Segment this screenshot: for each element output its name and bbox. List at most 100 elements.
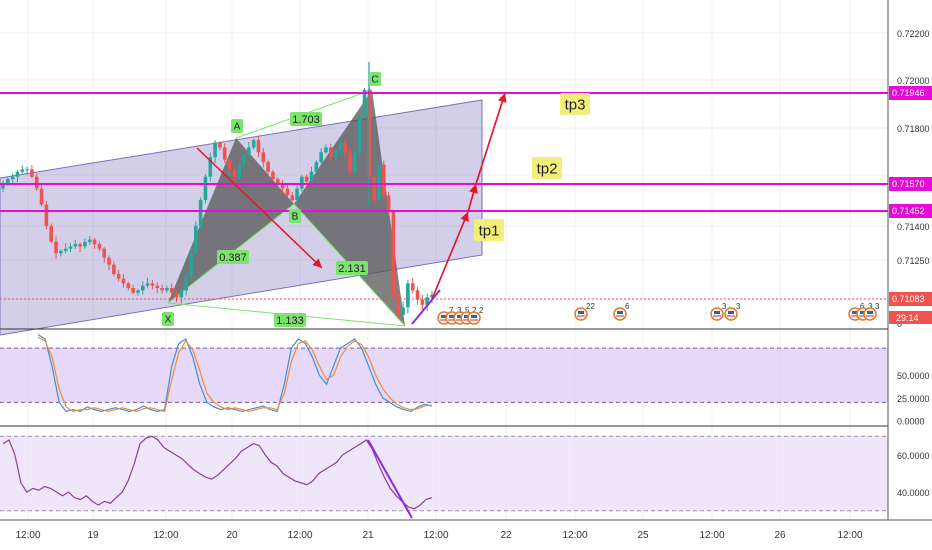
candle-body — [194, 226, 198, 254]
candle-body — [324, 147, 328, 153]
event-flag-canton — [578, 311, 584, 314]
event-flag-canton — [867, 311, 873, 314]
event-flag-canton — [464, 315, 470, 318]
candle-body — [285, 188, 290, 196]
candle-body — [314, 162, 319, 172]
ratio-xb-label: 0.387 — [219, 252, 247, 264]
candle-body — [415, 290, 420, 300]
candle-body — [78, 244, 82, 247]
candle-body — [107, 257, 111, 265]
candle-body — [160, 288, 164, 291]
point-a-label-bg — [231, 119, 243, 133]
candle-body — [280, 184, 285, 189]
candle-body — [54, 241, 58, 254]
candle-body — [10, 176, 15, 180]
candle-body — [232, 169, 237, 177]
candle-body — [343, 142, 348, 153]
tp2-label: tp2 — [537, 160, 558, 177]
candle-body — [275, 179, 280, 184]
candle-body — [116, 274, 121, 279]
event-flag-canton — [449, 315, 455, 318]
tp1-label-bg — [474, 219, 504, 241]
candle-body — [300, 176, 304, 189]
candle-body — [20, 169, 25, 172]
time-tick-label: 12:00 — [287, 530, 312, 541]
price-marker-label: 0.71452 — [892, 206, 925, 216]
price-marker-label: 0.71946 — [892, 88, 925, 98]
time-tick-label: 21 — [362, 530, 374, 541]
candle-body — [30, 169, 34, 177]
event-count: 3 — [457, 306, 462, 315]
time-tick-label: 19 — [87, 530, 99, 541]
ratio-xd-label: 1.133 — [276, 315, 304, 327]
event-flag-canton — [728, 311, 734, 314]
tp3-label-bg — [560, 93, 590, 115]
candle-body — [410, 283, 415, 291]
candle-body — [68, 246, 73, 249]
point-c-label-bg — [369, 72, 381, 86]
point-x-label-bg — [162, 312, 174, 326]
candle-body — [131, 288, 135, 293]
stoch-line — [37, 336, 433, 413]
time-tick-label: 25 — [637, 530, 649, 541]
candle-body — [179, 290, 184, 298]
stoch-tick-label: 0.0000 — [897, 416, 925, 426]
candle-body — [49, 226, 54, 242]
candle-body — [15, 171, 20, 177]
candle-body — [261, 152, 266, 163]
rsi-tick-label: 40.0000 — [897, 488, 930, 498]
candle-body — [353, 152, 357, 172]
tp1-label: tp1 — [479, 222, 500, 239]
candle-body — [425, 297, 429, 305]
candle-body — [420, 299, 425, 305]
candle-body — [203, 176, 208, 201]
candle-body — [198, 200, 203, 226]
time-tick-label: 12:00 — [837, 530, 862, 541]
candle-body — [242, 154, 246, 165]
candle-body — [348, 152, 352, 172]
candle-body — [386, 195, 391, 212]
point-c-label: C — [371, 75, 378, 86]
price-tick-label: 0.71800 — [897, 124, 930, 134]
price-tick-label: 0.71400 — [897, 222, 930, 232]
candle-body — [150, 283, 155, 286]
event-flag-canton — [852, 311, 858, 314]
rsi-line — [2, 435, 433, 510]
candle-body — [247, 147, 251, 155]
event-markers: 7 3 5 2 2 22 6 3 3 6 3 3 — [437, 302, 880, 325]
candle-body — [34, 176, 39, 189]
candle-body — [169, 288, 174, 293]
candle-body — [25, 169, 29, 171]
candle-body — [1, 184, 5, 189]
candles — [1, 62, 434, 320]
event-flag-canton — [714, 311, 720, 314]
time-tick-label: 12:00 — [562, 530, 587, 541]
candle-body — [184, 276, 188, 291]
point-b-label-bg — [289, 209, 301, 223]
projection-arrow-down — [196, 147, 323, 269]
candle-body — [333, 149, 338, 158]
pattern-triangle-bcd — [294, 90, 405, 326]
candle-body — [227, 159, 232, 170]
candle-body — [372, 176, 376, 201]
candle-body — [39, 188, 44, 205]
candle-body — [44, 204, 49, 226]
rsi-tick-label: 60.0000 — [897, 451, 930, 461]
candle-body — [430, 295, 434, 298]
rsi-band — [0, 436, 888, 511]
rsi-trend-line — [367, 439, 413, 519]
candle-body — [6, 179, 10, 184]
candle-body — [136, 290, 140, 293]
event-flag-canton — [441, 315, 447, 318]
candle-body — [140, 285, 145, 291]
event-count: 6 — [625, 302, 630, 311]
price-marker-bg — [889, 292, 932, 306]
price-marker-bg — [889, 204, 932, 218]
ratio-ab-label: 1.703 — [292, 114, 320, 126]
candle-body — [362, 89, 367, 117]
event-count: 3 — [875, 302, 880, 311]
candle-body — [126, 283, 131, 289]
time-tick-label: 12:00 — [153, 530, 178, 541]
candle-body — [406, 283, 410, 308]
price-axis: 0.722000.720000.718000.714000.7125000.71… — [887, 0, 932, 550]
